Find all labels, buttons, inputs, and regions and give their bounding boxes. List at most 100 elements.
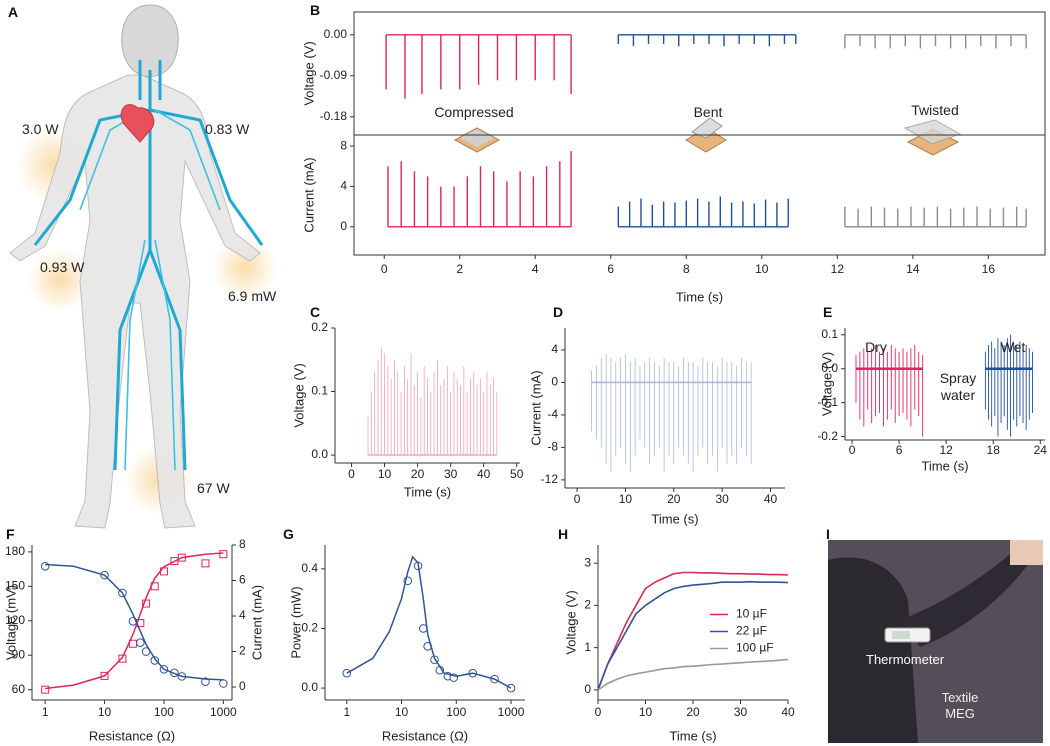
y-tick-label: 0.4 bbox=[301, 561, 318, 575]
x-tick-label: 20 bbox=[411, 467, 425, 481]
power-label: 0.83 W bbox=[205, 121, 250, 137]
legend-label: 100 µF bbox=[736, 641, 774, 655]
x-tick-label: 0 bbox=[381, 262, 388, 276]
panel-label: I bbox=[826, 526, 830, 542]
x-tick-label: 20 bbox=[667, 492, 681, 506]
y-tick-label: -4 bbox=[547, 407, 558, 421]
y-tick-label: -0.2 bbox=[817, 429, 838, 443]
y-tick-label: 4 bbox=[340, 179, 347, 193]
marker bbox=[506, 683, 516, 693]
y-tick-label: 3 bbox=[584, 555, 591, 569]
x-axis-label: Time (s) bbox=[404, 484, 451, 499]
x-tick-label: 30 bbox=[734, 705, 748, 719]
panel-label: C bbox=[310, 304, 321, 320]
marker bbox=[136, 638, 145, 647]
y-tick-label: 120 bbox=[5, 613, 25, 627]
fit-line bbox=[45, 552, 224, 690]
panel-label: B bbox=[310, 2, 321, 18]
x-tick-label: 10 bbox=[639, 705, 653, 719]
photo bbox=[828, 540, 1043, 743]
x-axis-label: Time (s) bbox=[651, 511, 698, 526]
y-tick-label: 1 bbox=[584, 640, 591, 654]
power-label: 6.9 mW bbox=[228, 288, 277, 304]
x-tick-label: 100 bbox=[446, 705, 466, 719]
body-illustration bbox=[9, 4, 277, 529]
x-tick-label: 24 bbox=[1034, 443, 1048, 457]
y2-tick-label: 2 bbox=[239, 644, 246, 658]
line bbox=[597, 658, 789, 691]
x-tick-label: 14 bbox=[906, 262, 920, 276]
y-tick-label: 180 bbox=[5, 544, 25, 558]
y-axis-label: Voltage (V) bbox=[819, 352, 834, 416]
line bbox=[597, 571, 789, 691]
annotation: Twisted bbox=[911, 102, 959, 118]
x-tick-label: 4 bbox=[532, 262, 539, 276]
panel-label: H bbox=[558, 526, 569, 542]
y-axis-label: Voltage (V) bbox=[563, 590, 578, 654]
y-tick-label: 90 bbox=[12, 647, 26, 661]
x-tick-label: 6 bbox=[607, 262, 614, 276]
x-tick-label: 30 bbox=[444, 467, 458, 481]
y-axis-label: Voltage (V) bbox=[291, 363, 306, 427]
y-tick-label: 0.0 bbox=[311, 447, 328, 461]
x-tick-label: 12 bbox=[831, 262, 845, 276]
y2-tick-label: 0 bbox=[239, 679, 246, 693]
y-tick-label: -0.09 bbox=[320, 68, 348, 82]
x-tick-label: 10 bbox=[98, 705, 112, 719]
y-axis-label: Voltage (mV) bbox=[3, 585, 18, 660]
annotation: Dry bbox=[865, 339, 887, 355]
x-tick-label: 10 bbox=[395, 705, 409, 719]
y2-tick-label: 6 bbox=[239, 573, 246, 587]
x-tick-label: 1 bbox=[343, 705, 350, 719]
y-tick-label: 4 bbox=[551, 342, 558, 356]
power-label: 3.0 W bbox=[22, 121, 59, 137]
y-axis-label: Voltage (V) bbox=[301, 41, 316, 105]
y2-tick-label: 8 bbox=[239, 537, 246, 551]
marker bbox=[41, 685, 50, 694]
x-tick-label: 20 bbox=[686, 705, 700, 719]
legend-label: 22 µF bbox=[736, 624, 767, 638]
marker bbox=[118, 654, 127, 663]
x-axis-label: Resistance (Ω) bbox=[89, 728, 175, 743]
x-tick-label: 16 bbox=[982, 262, 996, 276]
y-axis-label: Current (mA) bbox=[528, 370, 543, 445]
photo-label: Textile MEG bbox=[941, 690, 979, 721]
y-tick-label: 0 bbox=[551, 375, 558, 389]
legend-label: 10 µF bbox=[736, 607, 767, 621]
y-tick-label: 8 bbox=[340, 138, 347, 152]
fit-line bbox=[346, 555, 512, 689]
annotation: Compressed bbox=[434, 104, 514, 120]
y2-tick-label: 4 bbox=[239, 608, 246, 622]
y-tick-label: -12 bbox=[541, 472, 559, 486]
x-tick-label: 100 bbox=[154, 705, 174, 719]
y-tick-label: 0 bbox=[584, 682, 591, 696]
y-tick-label: 0.0 bbox=[301, 680, 318, 694]
x-tick-label: 18 bbox=[987, 443, 1001, 457]
marker bbox=[150, 656, 160, 665]
x-axis-label: Resistance (Ω) bbox=[382, 728, 468, 743]
line bbox=[597, 580, 789, 691]
y-tick-label: 60 bbox=[12, 682, 26, 696]
x-tick-label: 10 bbox=[378, 467, 392, 481]
x-tick-label: 0 bbox=[574, 492, 581, 506]
x-tick-label: 2 bbox=[456, 262, 463, 276]
panel-label: E bbox=[823, 304, 833, 320]
x-tick-label: 40 bbox=[764, 492, 778, 506]
annotation: Spray water bbox=[939, 370, 977, 403]
x-tick-label: 8 bbox=[683, 262, 690, 276]
x-tick-label: 0 bbox=[348, 467, 355, 481]
panel-label: A bbox=[8, 4, 19, 20]
panel-label: G bbox=[283, 526, 294, 542]
y-tick-label: 0.1 bbox=[821, 327, 838, 341]
annotation: Wet bbox=[1000, 339, 1026, 355]
y-tick-label: 0.00 bbox=[324, 27, 348, 41]
y-tick-label: 0.0 bbox=[821, 361, 838, 375]
x-tick-label: 0 bbox=[849, 443, 856, 457]
power-label: 67 W bbox=[197, 480, 230, 496]
x-tick-label: 40 bbox=[477, 467, 491, 481]
x-axis-label: Time (s) bbox=[676, 289, 723, 304]
y-axis-label: Power (mW) bbox=[288, 586, 303, 658]
y-tick-label: 0.2 bbox=[311, 320, 328, 334]
x-axis-label: Time (s) bbox=[669, 728, 716, 743]
